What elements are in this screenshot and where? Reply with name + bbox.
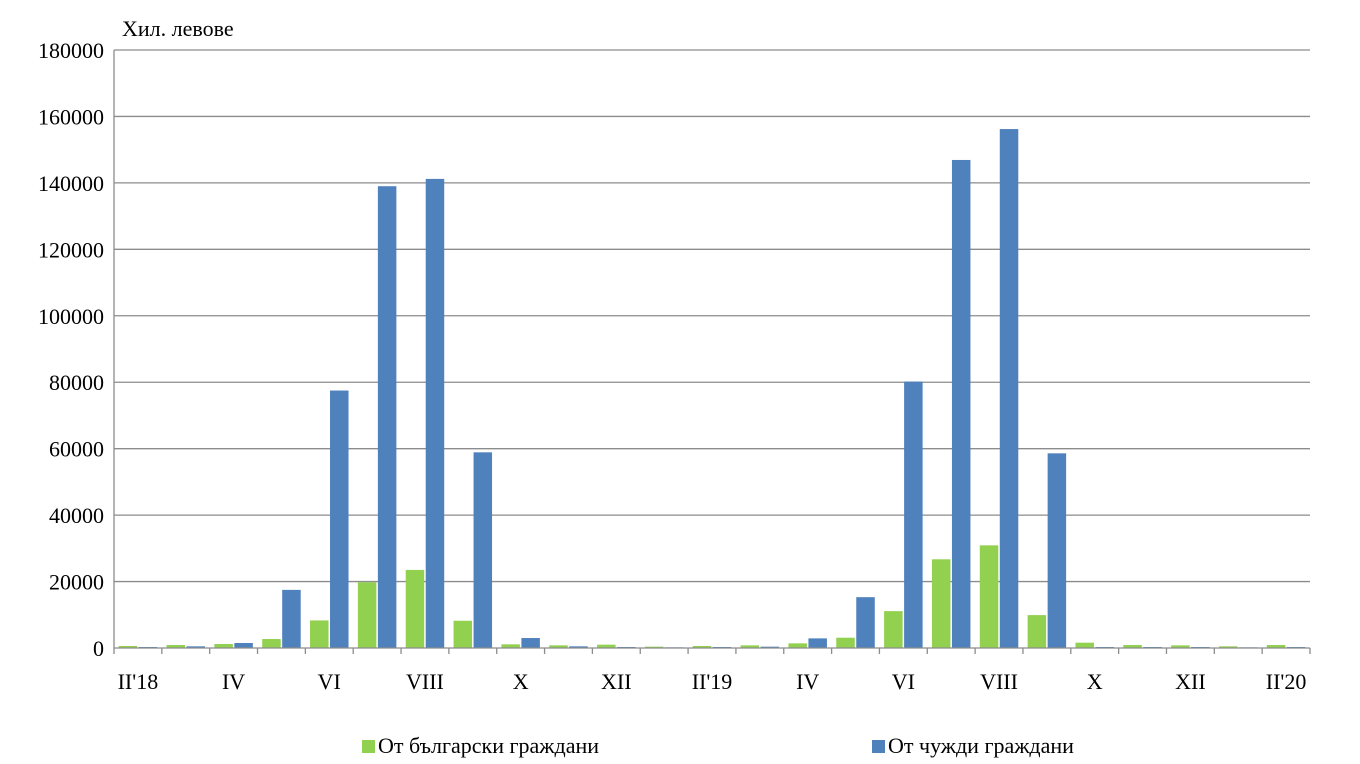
bar-foreign-4 — [330, 390, 349, 648]
bar-bulgarian-16 — [884, 611, 903, 648]
bar-foreign-16 — [904, 381, 923, 648]
bar-bulgarian-14 — [788, 643, 807, 648]
bar-bulgarian-1 — [166, 645, 186, 648]
x-axis-ticks: II'18 IV VI VIII X XII II'19 IV VI VIII X XII II'20 — [118, 669, 1307, 694]
axes — [113, 50, 1311, 654]
bar-bulgarian-20 — [1075, 642, 1094, 648]
x-tick-label-14: IV — [796, 669, 819, 694]
legend-label-1: От чужди граждани — [888, 733, 1074, 758]
bar-foreign-13 — [760, 646, 780, 648]
x-tick-label-24: II'20 — [1266, 669, 1307, 694]
bar-bulgarian-11 — [644, 646, 664, 648]
x-tick-label-6: VIII — [406, 669, 444, 694]
legend-swatch-1 — [872, 740, 885, 753]
y-tick-label-0: 0 — [93, 636, 104, 661]
bar-bulgarian-23 — [1218, 646, 1238, 648]
bar-bulgarian-4 — [310, 620, 329, 648]
y-tick-label-6: 120000 — [38, 237, 104, 262]
legend: От български граждани От чужди граждани — [362, 733, 1074, 758]
bar-bulgarian-2 — [214, 644, 233, 648]
bar-bulgarian-13 — [740, 645, 760, 648]
bar-bulgarian-12 — [692, 646, 712, 648]
bar-bulgarian-0 — [118, 646, 138, 648]
y-axis-title: Хил. левове — [122, 16, 234, 41]
bar-bulgarian-9 — [549, 645, 568, 648]
x-tick-label-16: VI — [892, 669, 915, 694]
bar-bulgarian-24 — [1266, 645, 1286, 648]
x-tick-label-10: XII — [601, 669, 632, 694]
bar-bulgarian-6 — [405, 569, 425, 648]
bar-bulgarian-5 — [357, 582, 377, 648]
bar-bulgarian-15 — [836, 637, 855, 648]
bar-foreign-19 — [1047, 453, 1067, 648]
y-tick-label-5: 100000 — [38, 304, 104, 329]
x-tick-label-20: X — [1087, 669, 1103, 694]
y-tick-label-8: 160000 — [38, 104, 104, 129]
bar-bulgarian-18 — [979, 545, 999, 648]
y-tick-label-4: 80000 — [49, 370, 104, 395]
bar-bulgarian-22 — [1171, 645, 1190, 648]
y-tick-label-3: 60000 — [49, 437, 104, 462]
y-tick-label-7: 140000 — [38, 171, 104, 196]
bar-foreign-14 — [808, 638, 827, 648]
bar-bulgarian-3 — [262, 639, 281, 648]
x-tick-label-22: XII — [1175, 669, 1206, 694]
bar-bulgarian-10 — [597, 644, 616, 648]
x-tick-label-2: IV — [222, 669, 245, 694]
bar-foreign-8 — [521, 638, 540, 648]
y-tick-label-2: 40000 — [49, 503, 104, 528]
x-tick-label-12: II'19 — [692, 669, 733, 694]
bar-bulgarian-17 — [931, 559, 951, 648]
bar-foreign-17 — [951, 159, 971, 648]
bar-foreign-5 — [377, 186, 397, 648]
bar-foreign-15 — [856, 597, 875, 648]
bars — [118, 129, 1306, 648]
legend-label-0: От български граждани — [378, 733, 599, 758]
bar-foreign-9 — [569, 646, 588, 648]
legend-swatch-0 — [362, 740, 375, 753]
bar-foreign-2 — [234, 643, 253, 648]
x-tick-label-8: X — [513, 669, 529, 694]
y-axis-ticks: 0 20000 40000 60000 80000 100000 120000 140000 1… — [38, 38, 104, 661]
bar-foreign-1 — [186, 646, 206, 648]
bar-foreign-3 — [282, 589, 301, 648]
x-tick-label-4: VI — [318, 669, 341, 694]
bar-bulgarian-19 — [1027, 615, 1047, 648]
bar-bulgarian-8 — [501, 644, 520, 648]
gridlines — [114, 49, 1310, 583]
bar-bulgarian-21 — [1123, 645, 1142, 648]
bar-bulgarian-7 — [453, 620, 473, 648]
y-tick-label-9: 180000 — [38, 38, 104, 63]
x-tick-label-18: VIII — [980, 669, 1018, 694]
bar-foreign-6 — [425, 178, 445, 648]
bar-foreign-18 — [999, 129, 1019, 648]
y-tick-label-1: 20000 — [49, 570, 104, 595]
bar-foreign-7 — [473, 452, 493, 648]
x-tick-label-0: II'18 — [118, 669, 159, 694]
